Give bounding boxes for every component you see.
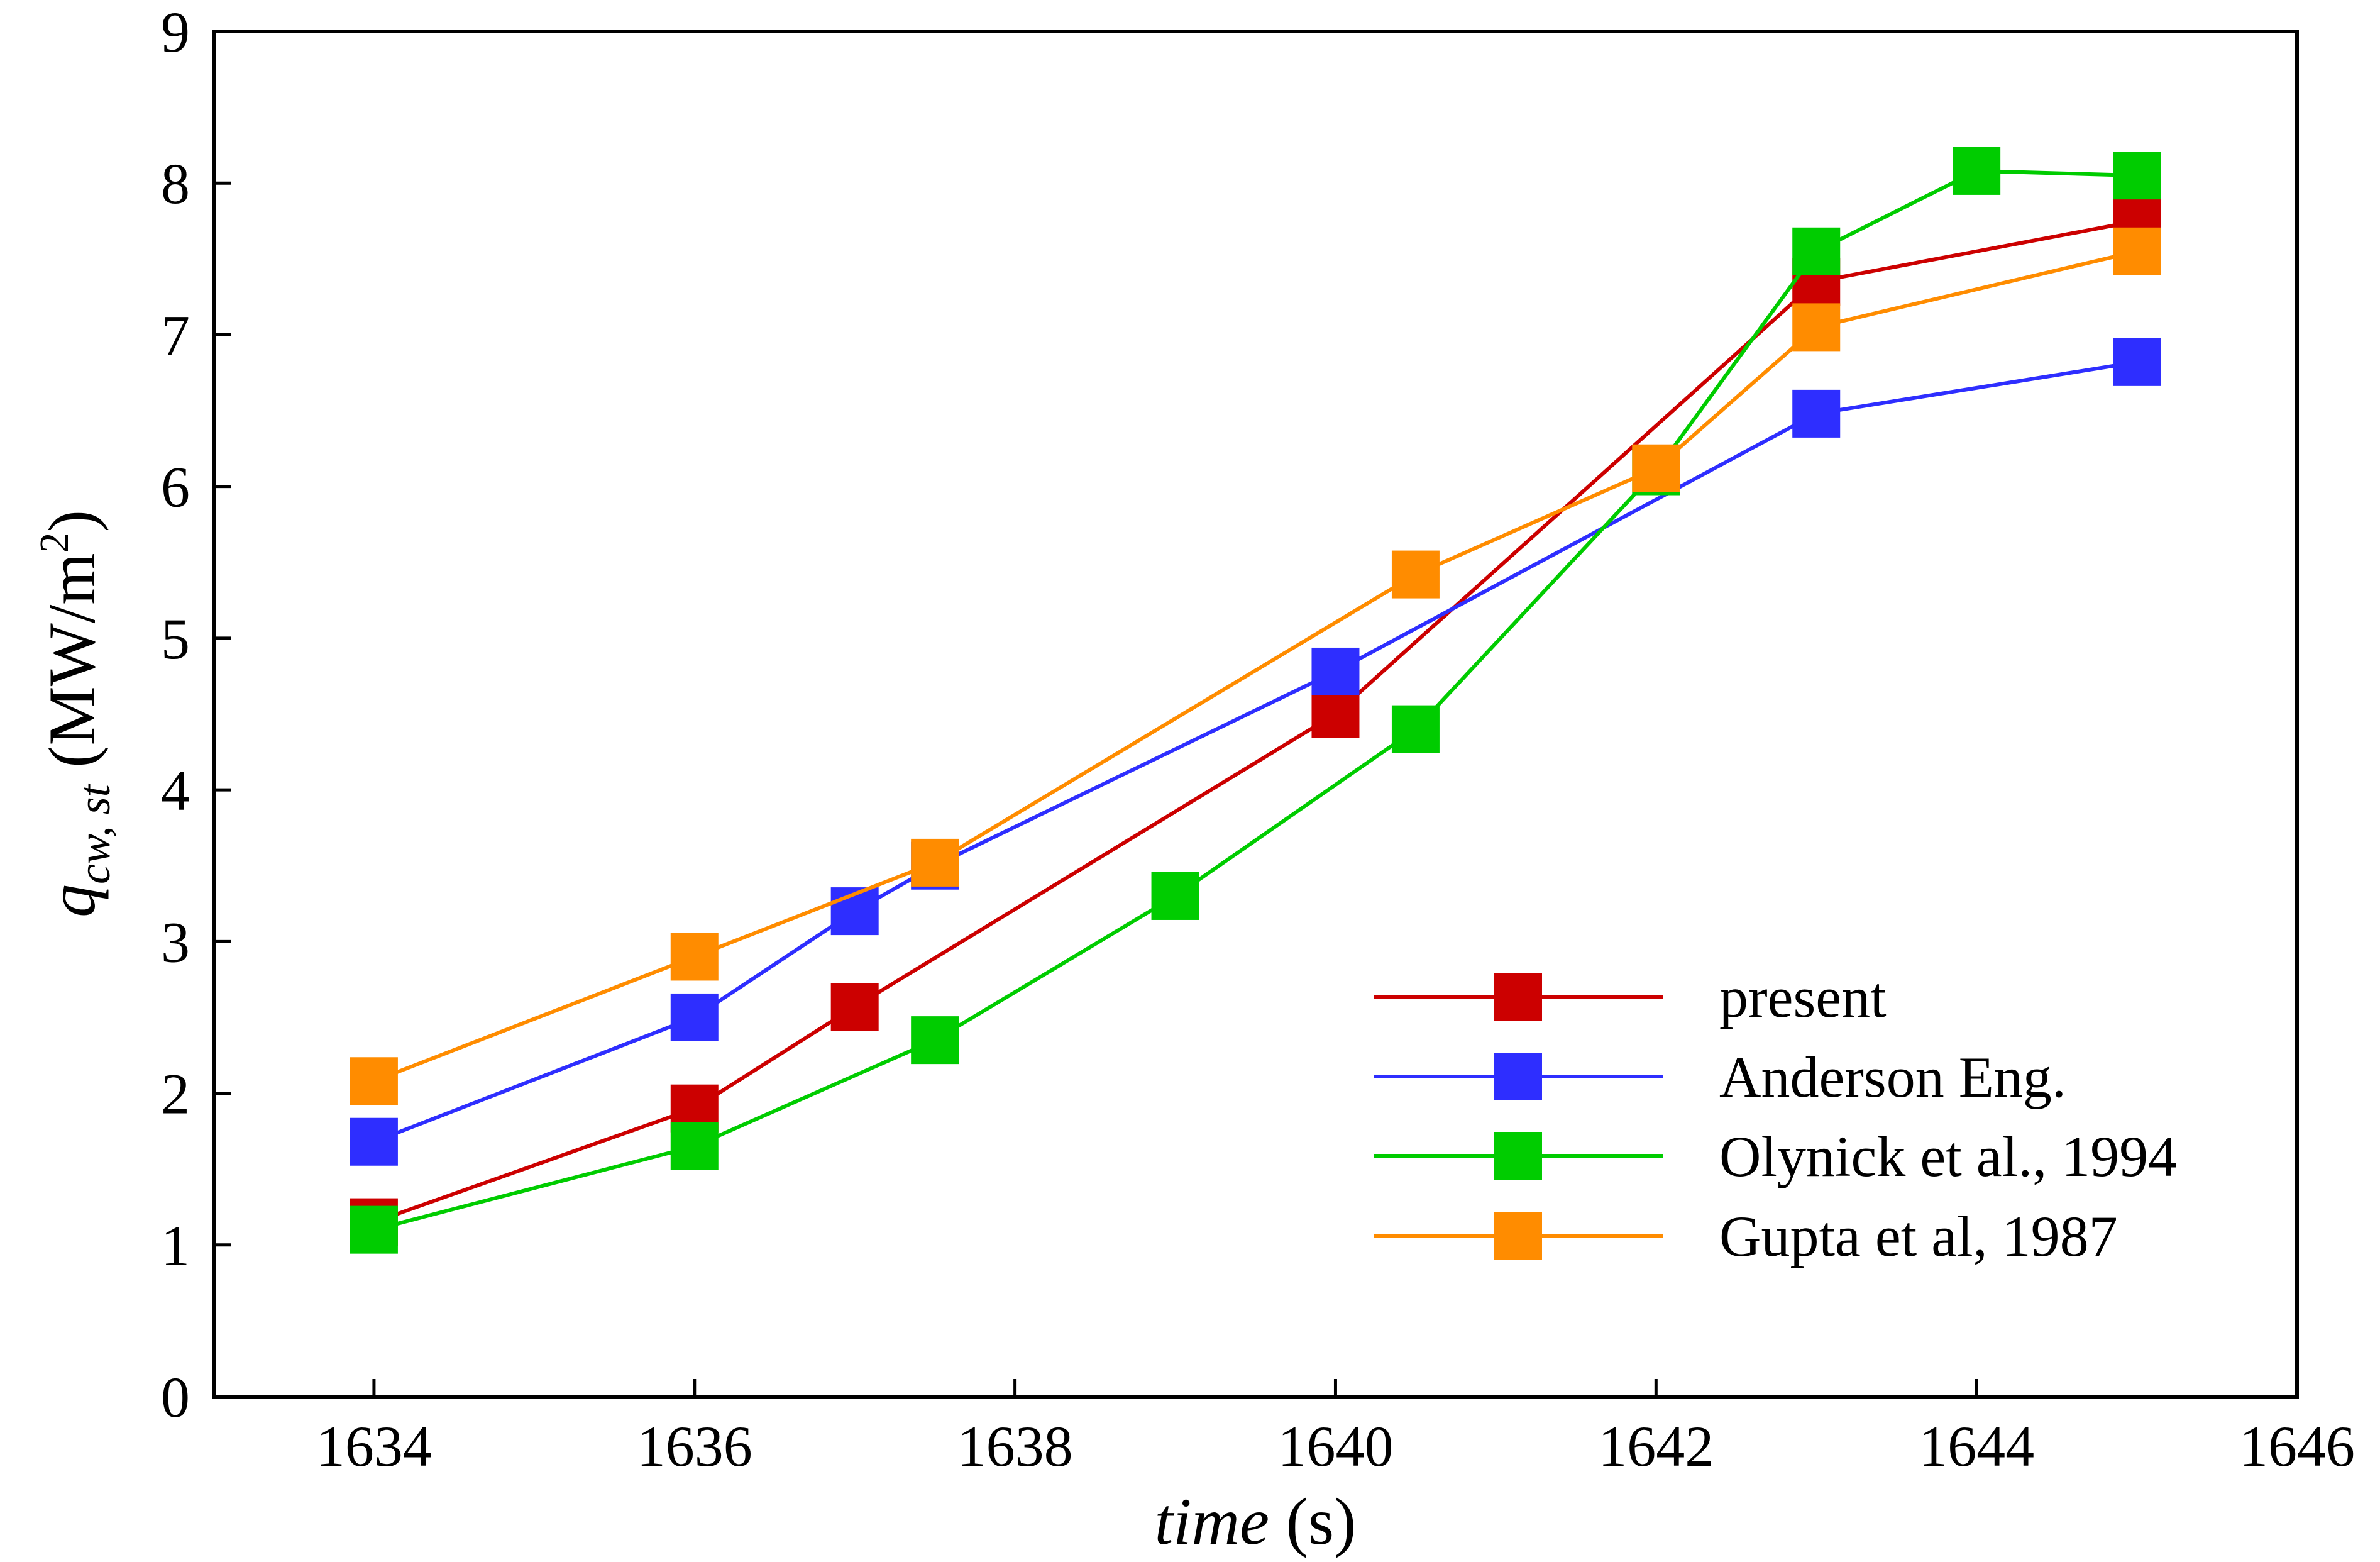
legend-marker — [1494, 1212, 1542, 1260]
legend-label: Anderson Eng. — [1719, 1045, 2066, 1109]
ticks-layer: 1634 1636 1638 1640 1642 1644 1646 0 1 2 3 4 5 6 7 8 9 — [161, 0, 2355, 1478]
x-tick-label: 1644 — [1919, 1414, 2034, 1478]
y-tick-label: 7 — [161, 303, 190, 367]
x-tick-label: 1642 — [1598, 1414, 1714, 1478]
data-point-marker — [1311, 690, 1360, 738]
series-line — [373, 249, 2137, 1083]
y-tick-label: 8 — [161, 152, 190, 216]
y-tick-label: 0 — [161, 1365, 190, 1429]
legend-item: present — [1374, 965, 1887, 1029]
x-tick-label: 1638 — [957, 1414, 1073, 1478]
legend-item: Gupta et al, 1987 — [1374, 1204, 2118, 1268]
x-tick-label: 1646 — [2239, 1414, 2355, 1478]
y-tick-label: 6 — [161, 455, 190, 519]
y-axis-title: qcw, st (MW/m2) — [31, 510, 119, 917]
data-point-marker — [1151, 872, 1199, 920]
series-layer — [350, 147, 2161, 1254]
legend-label: Olynick et al., 1994 — [1719, 1124, 2177, 1188]
series-0 — [350, 197, 2161, 1246]
legend: present Anderson Eng. Olynick et al., 1994… — [1374, 965, 2177, 1268]
data-point-marker — [1391, 550, 1440, 599]
data-point-marker — [830, 983, 879, 1031]
data-point-marker — [350, 1117, 398, 1166]
data-point-marker — [670, 993, 719, 1041]
legend-item: Anderson Eng. — [1374, 1045, 2066, 1109]
series-1 — [350, 338, 2161, 1166]
data-point-marker — [911, 838, 959, 887]
x-tick-label: 1634 — [316, 1414, 432, 1478]
y-tick-label: 9 — [161, 0, 190, 64]
legend-marker — [1494, 1132, 1542, 1180]
y-tick-label: 3 — [161, 910, 190, 974]
legend-label: Gupta et al, 1987 — [1719, 1204, 2118, 1268]
series-3 — [350, 227, 2161, 1105]
series-2 — [350, 147, 2161, 1254]
legend-marker — [1494, 1053, 1542, 1100]
data-point-marker — [2113, 227, 2161, 275]
legend-marker — [1494, 973, 1542, 1021]
x-axis-title: time (s) — [1155, 1485, 1357, 1558]
data-point-marker — [350, 1057, 398, 1105]
y-tick-label: 2 — [161, 1062, 190, 1126]
data-point-marker — [2113, 152, 2161, 200]
data-point-marker — [1792, 303, 1841, 352]
legend-label: present — [1719, 965, 1887, 1029]
data-point-marker — [1311, 647, 1360, 695]
data-point-marker — [1953, 147, 2001, 195]
data-point-marker — [2113, 338, 2161, 386]
data-point-marker — [350, 1205, 398, 1254]
x-tick-label: 1640 — [1277, 1414, 1393, 1478]
data-point-marker — [1391, 705, 1440, 753]
y-tick-label: 4 — [161, 758, 190, 823]
series-line — [373, 219, 2137, 1224]
data-point-marker — [1632, 444, 1680, 492]
plot-frame — [212, 30, 2299, 1399]
legend-item: Olynick et al., 1994 — [1374, 1124, 2177, 1188]
data-point-marker — [670, 1122, 719, 1170]
data-point-marker — [1792, 227, 1841, 275]
data-point-marker — [911, 1016, 959, 1065]
y-tick-label: 1 — [161, 1214, 190, 1278]
x-tick-label: 1636 — [637, 1414, 752, 1478]
data-point-marker — [670, 933, 719, 981]
y-tick-label: 5 — [161, 607, 190, 671]
data-point-marker — [1792, 389, 1841, 438]
